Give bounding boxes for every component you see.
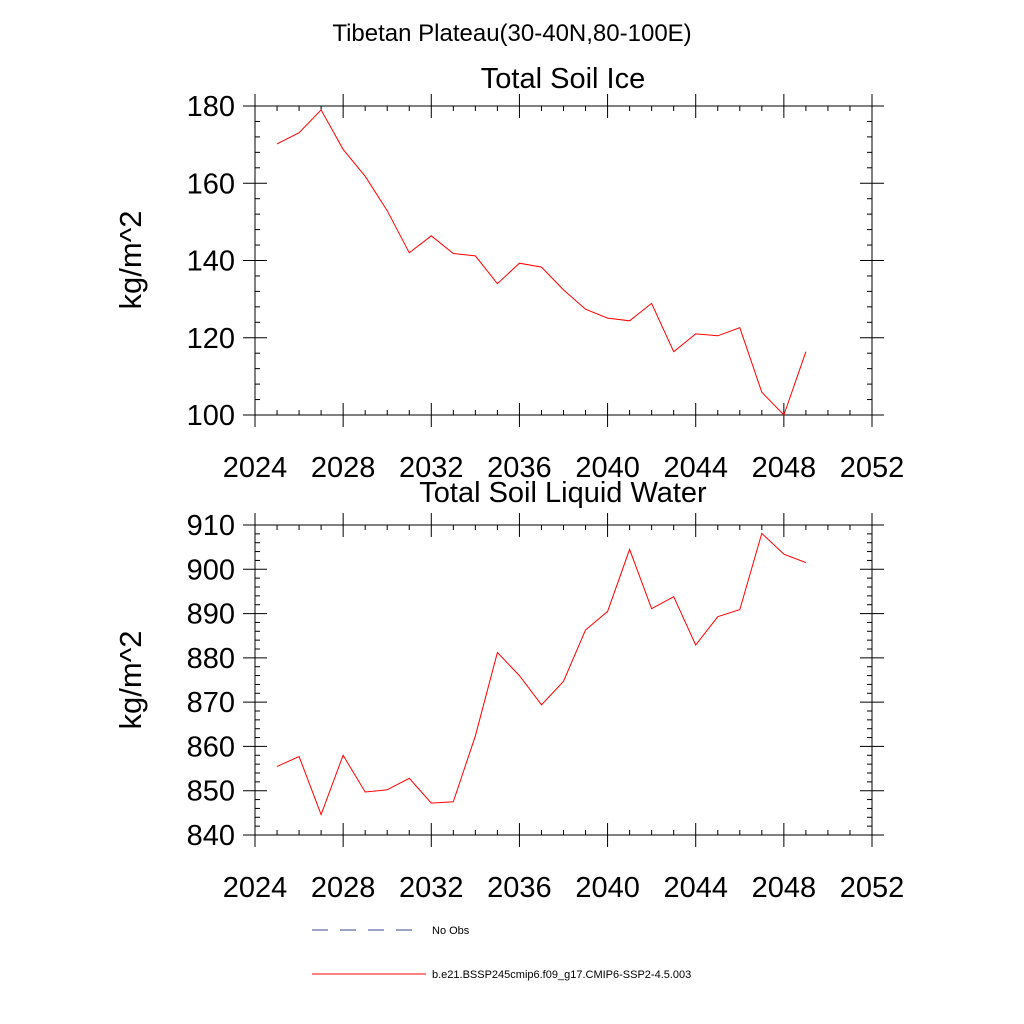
y-tick-label: 840 — [187, 820, 235, 852]
y-tick-label: 890 — [187, 599, 235, 631]
y-tick-label: 910 — [187, 510, 235, 542]
legend-label: b.e21.BSSP245cmip6.f09_g17.CMIP6-SSP2-4.… — [432, 969, 691, 981]
x-tick-label: 2040 — [575, 872, 640, 904]
x-tick-label: 2040 — [575, 452, 640, 484]
series-line — [276, 532, 807, 817]
y-tick-label: 180 — [187, 91, 235, 123]
panel-marks: 2024 2028 2032 2036 2040 2044 2048 2052 100 120 14… — [187, 91, 905, 484]
x-tick-label: 2044 — [663, 452, 728, 484]
x-tick-label: 2036 — [487, 872, 552, 904]
y-tick-label: 850 — [187, 776, 235, 808]
y-axis-label: kg/m^2 — [113, 631, 148, 730]
y-tick-label: 120 — [187, 323, 235, 355]
x-tick-label: 2048 — [752, 452, 817, 484]
y-tick-label: 870 — [187, 687, 235, 719]
y-tick-label: 900 — [187, 554, 235, 586]
x-tick-label: 2024 — [223, 452, 288, 484]
x-tick-label: 2028 — [311, 452, 376, 484]
main-title: Tibetan Plateau(30-40N,80-100E) — [332, 20, 691, 47]
y-tick-label: 140 — [187, 246, 235, 278]
y-tick-label: 160 — [187, 168, 235, 200]
legend-label: No Obs — [432, 925, 470, 937]
legend-entry-model: b.e21.BSSP245cmip6.f09_g17.CMIP6-SSP2-4.… — [312, 969, 691, 981]
x-tick-label: 2024 — [223, 872, 288, 904]
y-tick-label: 100 — [187, 400, 235, 432]
x-tick-label: 2052 — [840, 452, 905, 484]
panel-title: Total Soil Ice — [481, 63, 645, 95]
panel-title: Total Soil Liquid Water — [419, 477, 707, 509]
panel-marks: 2024 2028 2032 2036 2040 2044 2048 2052 840 850 86… — [187, 510, 905, 904]
legend-entry-no-obs: No Obs — [312, 925, 470, 937]
x-tick-label: 2036 — [487, 452, 552, 484]
x-tick-label: 2028 — [311, 872, 376, 904]
x-tick-label: 2052 — [840, 872, 905, 904]
panel-total-soil-liquid-water: Total Soil Liquid Water kg/m^2 2024 2028 2… — [113, 477, 904, 904]
x-tick-label: 2032 — [399, 452, 464, 484]
legend: No Obs b.e21.BSSP245cmip6.f09_g17.CMIP6-… — [312, 925, 691, 981]
series-line — [276, 109, 807, 416]
panel-total-soil-ice: Total Soil Ice kg/m^2 2024 2028 2032 2036 20… — [113, 63, 904, 484]
y-tick-label: 860 — [187, 731, 235, 763]
y-axis-label: kg/m^2 — [113, 211, 148, 310]
y-tick-label: 880 — [187, 643, 235, 675]
x-tick-label: 2048 — [752, 872, 817, 904]
x-tick-label: 2032 — [399, 872, 464, 904]
x-tick-label: 2044 — [663, 872, 728, 904]
